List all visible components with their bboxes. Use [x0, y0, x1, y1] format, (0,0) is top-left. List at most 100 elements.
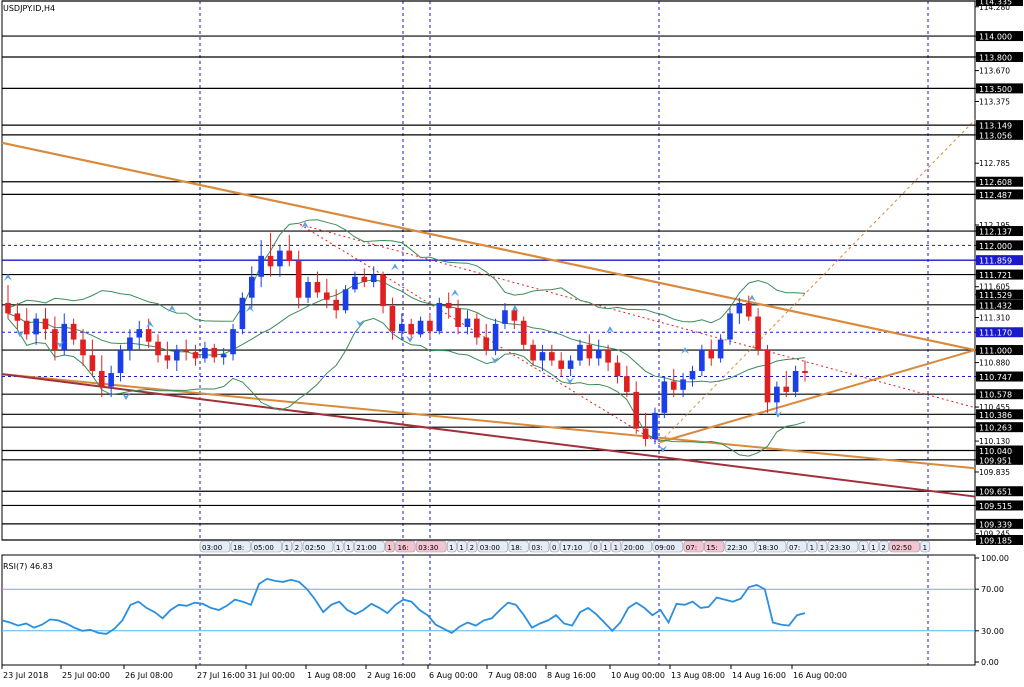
time-axis-label: 23 Jul 2018 [3, 671, 48, 680]
bear-candle [286, 250, 293, 262]
time-axis-label: 27 Jul 16:00 [197, 671, 245, 680]
bear-candle [455, 308, 461, 328]
time-axis-label: 6 Aug 00:00 [429, 671, 478, 680]
bear-candle [633, 391, 640, 429]
bull-candle [398, 323, 405, 332]
session-label: 05:00 [254, 544, 274, 552]
bull-candle [173, 350, 180, 361]
bear-candle [764, 350, 771, 403]
bear-candle [5, 302, 11, 314]
price-tick-box [976, 240, 1023, 251]
bull-candle [661, 381, 668, 413]
session-label: 1 [387, 544, 391, 552]
bear-candle [70, 323, 77, 340]
session-label: 1 [871, 544, 875, 552]
rsi-tick-label: 30.00 [981, 627, 1004, 636]
price-tick-label: 112.785 [979, 159, 1010, 168]
bull-candle [61, 323, 68, 351]
price-tick-label: 109.515 [979, 502, 1012, 511]
price-tick-box [976, 299, 1023, 310]
session-label: 18:30 [758, 544, 778, 552]
rsi-tick-label: 100.00 [981, 554, 1009, 563]
price-tick-label: 111.605 [979, 283, 1010, 292]
session-label-box [529, 540, 550, 553]
bull-candle [248, 276, 255, 298]
session-label-box [652, 540, 684, 553]
bear-candle [164, 355, 171, 361]
session-label: 03:00 [480, 544, 500, 552]
session-label-box [827, 540, 859, 553]
price-tick-box [976, 454, 1023, 465]
bear-candle [586, 344, 593, 359]
session-label: 1 [449, 544, 453, 552]
bear-candle [549, 352, 555, 361]
price-tick-label: 112.608 [979, 178, 1012, 187]
bull-candle [127, 337, 133, 351]
bull-candle [108, 373, 114, 387]
time-axis-label: 26 Jul 08:00 [125, 671, 173, 680]
dotted-resistance-line [299, 223, 976, 409]
price-tick-box [976, 409, 1023, 420]
session-label: 21:00 [356, 544, 376, 552]
price-tick-label: 109.835 [979, 468, 1010, 477]
session-label-box [415, 540, 447, 553]
bear-candle [389, 306, 396, 332]
session-label-box [333, 540, 344, 553]
price-tick-label: 110.455 [979, 403, 1010, 412]
price-tick-box [976, 226, 1023, 237]
price-tick-box [976, 255, 1023, 266]
bear-candle [614, 362, 621, 377]
session-label: 09:00 [655, 544, 675, 552]
session-label: 07: [789, 544, 800, 552]
bear-candle [23, 320, 30, 335]
price-tick-label: 113.500 [979, 85, 1012, 94]
fractal-arrow-icon [774, 410, 782, 418]
session-label: 1 [603, 544, 607, 552]
bull-candle [239, 297, 246, 330]
price-tick-label: 112.487 [979, 191, 1012, 200]
bear-candle [670, 381, 677, 390]
bull-candle [774, 386, 780, 403]
session-label-box [868, 540, 879, 553]
session-label-box [395, 540, 416, 553]
bear-candle [745, 302, 752, 317]
rsi-tick-label: 70.00 [981, 585, 1004, 594]
session-label: 1 [614, 544, 618, 552]
bull-candle [652, 412, 658, 440]
price-tick-box [976, 51, 1023, 62]
candles [5, 232, 808, 447]
session-label-box [385, 540, 395, 553]
session-labels: 03:00 18: 05:00 1 2 02:50 1 1 21:00 1 16: 03:30 1 1 2 0… [199, 540, 931, 553]
session-label: 02:50 [892, 544, 912, 552]
price-tick-label: 109.951 [979, 456, 1012, 465]
time-axis-label: 7 Aug 08:00 [488, 671, 537, 680]
price-tick-label: 110.880 [979, 359, 1010, 368]
bear-candle [474, 318, 480, 338]
bull-candle [117, 350, 124, 374]
price-tick-box [976, 422, 1023, 433]
session-label-box [354, 540, 385, 553]
bb-lower-band [7, 317, 806, 457]
session-label: 1 [459, 544, 463, 552]
bear-candle [483, 337, 490, 351]
session-label-box [621, 540, 653, 553]
price-tick-box [976, 371, 1023, 382]
bull-candle [342, 289, 349, 311]
rsi-tick-label: 0.00 [981, 658, 999, 667]
session-label-box [230, 540, 251, 553]
fractal-arrow-icon [146, 320, 154, 328]
price-tick-box [976, 0, 1023, 6]
bear-candle [530, 344, 536, 361]
time-axis-label: 1 Aug 08:00 [307, 671, 356, 680]
price-tick-label: 113.800 [979, 53, 1012, 62]
bear-candle [155, 341, 161, 356]
session-label-box [508, 540, 529, 553]
session-label: 07: [686, 544, 697, 552]
bull-candle [230, 329, 236, 355]
price-tick-label: 111.000 [979, 347, 1012, 356]
bear-candle [520, 320, 527, 345]
price-tick-box [976, 129, 1023, 140]
